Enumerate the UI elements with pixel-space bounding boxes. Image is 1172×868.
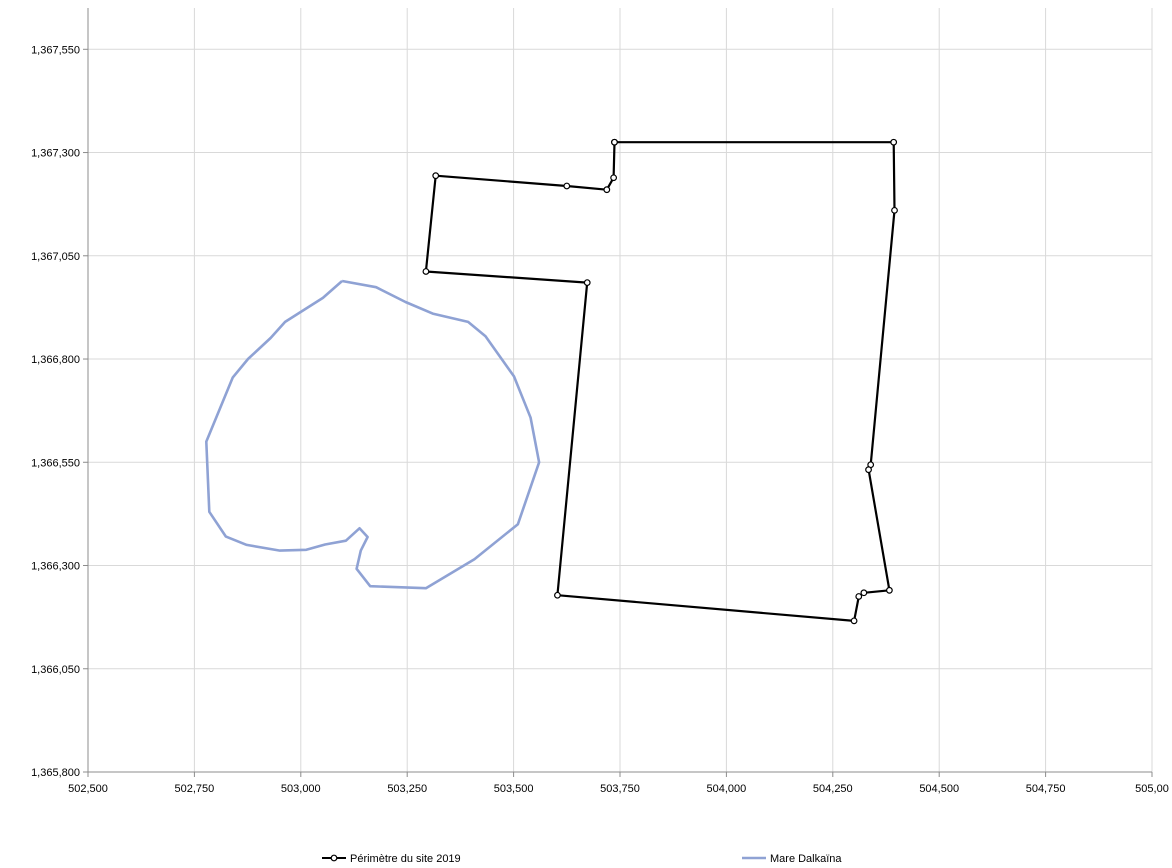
data-point [610, 174, 618, 182]
series-line [424, 141, 896, 623]
y-tick-label: 1,366,300 [31, 561, 80, 573]
y-tick-label: 1,366,050 [31, 664, 80, 676]
data-point [432, 172, 440, 180]
x-tick-label: 504,250 [813, 783, 853, 795]
gridlines [88, 8, 1153, 772]
data-point [603, 186, 611, 194]
data-point [422, 268, 430, 275]
data-point [611, 138, 618, 146]
x-tick-label: 503,250 [387, 783, 427, 795]
x-tick-label: 502,500 [68, 783, 108, 795]
data-point [563, 182, 571, 190]
data-point [850, 617, 858, 625]
series-line [205, 279, 541, 590]
x-tick-label: 503,750 [600, 783, 640, 795]
y-tick-label: 1,366,800 [31, 354, 80, 366]
legend-label: Périmètre du site 2019 [350, 853, 461, 865]
x-tick-label: 502,750 [175, 783, 215, 795]
x-tick-label: 503,000 [281, 783, 321, 795]
data-point [891, 206, 898, 214]
legend-item: Périmètre du site 2019 [322, 853, 461, 865]
series-1 [205, 279, 541, 590]
x-tick-label: 504,500 [919, 783, 959, 795]
data-point [554, 591, 561, 599]
legend-item: Mare Dalkaïna [742, 853, 842, 865]
y-tick-label: 1,365,800 [31, 767, 80, 779]
series-0 [422, 138, 898, 625]
legend-label: Mare Dalkaïna [770, 853, 842, 865]
data-point [886, 586, 893, 594]
tick-labels: 502,500 502,750 503,000 503,250 503,500 503,7… [31, 44, 1169, 795]
legend-marker [330, 854, 338, 862]
x-tick-label: 504,750 [1026, 783, 1066, 795]
x-tick-label: 503,500 [494, 783, 534, 795]
legend: Périmètre du site 2019 Mare Dalkaïna [322, 853, 842, 865]
data-point [860, 589, 868, 597]
series-layer [205, 138, 898, 625]
x-tick-label: 504,000 [707, 783, 747, 795]
y-tick-label: 1,367,300 [31, 148, 80, 160]
y-tick-label: 1,367,050 [31, 251, 80, 263]
data-point [865, 466, 872, 474]
data-point [890, 138, 898, 146]
axes [83, 8, 1153, 777]
data-point [583, 279, 591, 287]
y-tick-label: 1,367,550 [31, 44, 80, 56]
y-tick-label: 1,366,550 [31, 457, 80, 469]
data-point [855, 593, 863, 600]
x-tick-label: 505,00 [1135, 783, 1169, 795]
